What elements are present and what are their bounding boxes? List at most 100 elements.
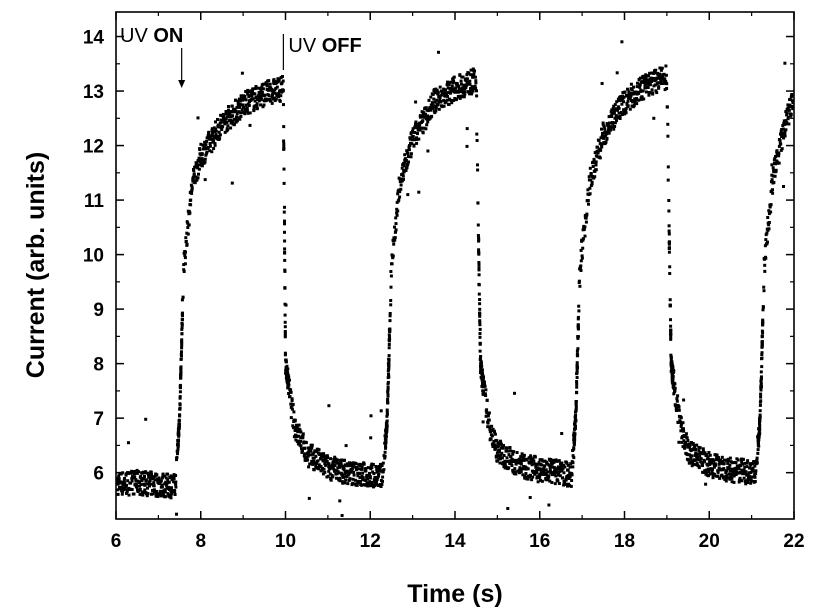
data-point [646, 79, 649, 83]
data-point [126, 471, 130, 475]
data-point [386, 399, 390, 403]
data-point [679, 424, 683, 428]
data-point [439, 100, 443, 104]
data-point [726, 461, 730, 465]
data-point [347, 464, 350, 468]
data-point [761, 331, 765, 335]
data-point [143, 471, 147, 475]
data-point [399, 187, 403, 191]
data-points [115, 40, 795, 517]
data-point [283, 258, 287, 262]
y-tick-label: 7 [93, 409, 104, 430]
data-point [791, 101, 795, 104]
data-point [613, 116, 617, 120]
data-point [211, 138, 215, 141]
data-point [554, 474, 558, 478]
data-point [197, 172, 200, 176]
data-point [375, 468, 379, 471]
data-point [272, 78, 276, 82]
data-point [739, 471, 743, 475]
data-point [210, 150, 214, 154]
data-point [283, 320, 287, 324]
data-point [613, 103, 617, 107]
data-point [717, 462, 721, 466]
data-point [192, 169, 196, 173]
data-point [179, 357, 183, 361]
data-point [189, 203, 193, 207]
data-point [210, 134, 214, 138]
data-point [750, 479, 753, 483]
data-point [550, 462, 554, 466]
data-point [572, 447, 576, 451]
data-point [619, 110, 623, 114]
data-point [769, 210, 773, 214]
data-point [508, 446, 512, 449]
data-point [505, 456, 509, 460]
data-point [284, 358, 288, 362]
data-point [196, 159, 200, 163]
data-point [686, 439, 690, 442]
data-point [427, 98, 431, 102]
data-point [166, 478, 170, 482]
data-point [126, 479, 130, 483]
data-point [417, 137, 421, 141]
data-point [178, 395, 182, 399]
data-point [182, 270, 186, 273]
data-point [151, 475, 155, 479]
data-point [658, 72, 662, 76]
data-point [609, 125, 613, 129]
data-point [604, 140, 608, 144]
data-point [477, 283, 481, 287]
data-point [692, 463, 696, 466]
data-point [548, 479, 552, 483]
data-point [771, 188, 774, 192]
data-point [132, 492, 136, 496]
data-point [520, 458, 524, 462]
data-point [622, 100, 625, 104]
data-point [340, 458, 344, 462]
data-point [475, 89, 478, 93]
data-point [530, 463, 534, 467]
data-point [711, 467, 714, 471]
data-point [540, 463, 544, 467]
data-point [372, 472, 376, 475]
data-point [742, 476, 746, 480]
data-point [644, 73, 648, 77]
data-point [705, 453, 709, 457]
data-point [675, 397, 679, 401]
data-point [444, 100, 448, 104]
data-point [682, 439, 686, 443]
data-point [476, 201, 480, 205]
data-point [760, 353, 764, 356]
data-point [669, 337, 673, 341]
data-point [218, 137, 222, 141]
data-point [396, 192, 400, 196]
data-point [477, 239, 481, 243]
data-point [197, 167, 201, 171]
uv-off-label-state: OFF [322, 35, 362, 57]
data-point [512, 472, 516, 476]
data-point [679, 420, 683, 424]
data-point [574, 400, 578, 403]
data-point [755, 461, 759, 465]
data-point [329, 457, 333, 461]
data-point [519, 470, 523, 474]
data-point [378, 469, 382, 473]
data-point [726, 457, 730, 461]
data-point [239, 111, 243, 115]
data-point [561, 476, 565, 480]
y-tick-label: 13 [83, 82, 104, 103]
data-point [216, 123, 220, 127]
data-point [121, 489, 125, 493]
data-point [300, 450, 304, 454]
data-point [478, 307, 482, 311]
data-point [327, 462, 331, 466]
data-point [493, 443, 497, 447]
data-point [789, 105, 793, 109]
data-point [695, 461, 699, 465]
data-point [759, 386, 763, 390]
data-point [331, 464, 335, 468]
data-point [302, 441, 306, 445]
data-point [138, 480, 142, 484]
